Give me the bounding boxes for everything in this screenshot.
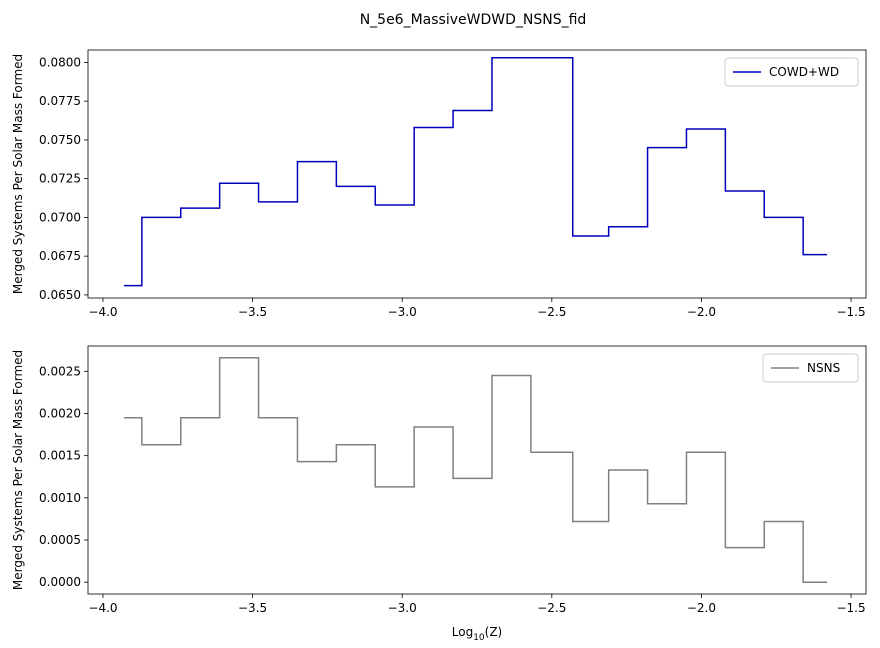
plot-top-cowd-wd: −4.0 −3.5 −3.0 −2.5 −2.0 −1.5 0.0650 0.0675 0.07…: [11, 49, 867, 319]
axes-frame: [87, 49, 867, 299]
x-tick-label: −1.5: [836, 305, 865, 319]
legend-box: [762, 353, 859, 383]
x-tick-label: −2.5: [537, 305, 566, 319]
series-line-nsns: [123, 357, 828, 583]
y-tick-label: 0.0650: [39, 288, 81, 302]
y-tick-label: 0.0000: [39, 575, 81, 589]
legend-label: COWD+WD: [769, 65, 839, 79]
legend: NSNS: [762, 353, 859, 383]
x-tick-label: −3.0: [388, 305, 417, 319]
y-tick-label: 0.0750: [39, 133, 81, 147]
legend-box: [724, 57, 859, 87]
y-tick-label: 0.0700: [39, 210, 81, 224]
y-tick-label: 0.0025: [39, 364, 81, 378]
legend-label: NSNS: [807, 361, 840, 375]
plot-bottom-nsns: −4.0 −3.5 −3.0 −2.5 −2.0 −1.5 0.0000 0.0005 0.00…: [11, 345, 867, 643]
y-axis-label: Merged Systems Per Solar Mass Formed: [11, 54, 25, 294]
x-axis-label: Log10(Z): [452, 625, 502, 643]
x-tick-label: −3.5: [238, 601, 267, 615]
x-tick-label: −2.5: [537, 601, 566, 615]
series-line-cowd-wd: [123, 57, 828, 287]
y-tick-label: 0.0675: [39, 249, 81, 263]
x-tick-label: −4.0: [88, 601, 117, 615]
y-tick-label: 0.0725: [39, 172, 81, 186]
y-tick-label: 0.0005: [39, 533, 81, 547]
x-tick-label: −3.5: [238, 305, 267, 319]
x-tick-label: −4.0: [88, 305, 117, 319]
x-tick-label: −2.0: [687, 305, 716, 319]
y-tick-label: 0.0015: [39, 449, 81, 463]
y-axis-label: Merged Systems Per Solar Mass Formed: [11, 350, 25, 590]
x-tick-label: −3.0: [388, 601, 417, 615]
y-tick-label: 0.0800: [39, 55, 81, 69]
x-tick-label: −2.0: [687, 601, 716, 615]
legend: COWD+WD: [724, 57, 859, 87]
x-tick-label: −1.5: [836, 601, 865, 615]
y-tick-label: 0.0010: [39, 491, 81, 505]
y-tick-label: 0.0775: [39, 94, 81, 108]
axes-frame: [87, 345, 867, 595]
y-tick-label: 0.0020: [39, 406, 81, 420]
figure-title: N_5e6_MassiveWDWD_NSNS_fid: [360, 12, 587, 28]
